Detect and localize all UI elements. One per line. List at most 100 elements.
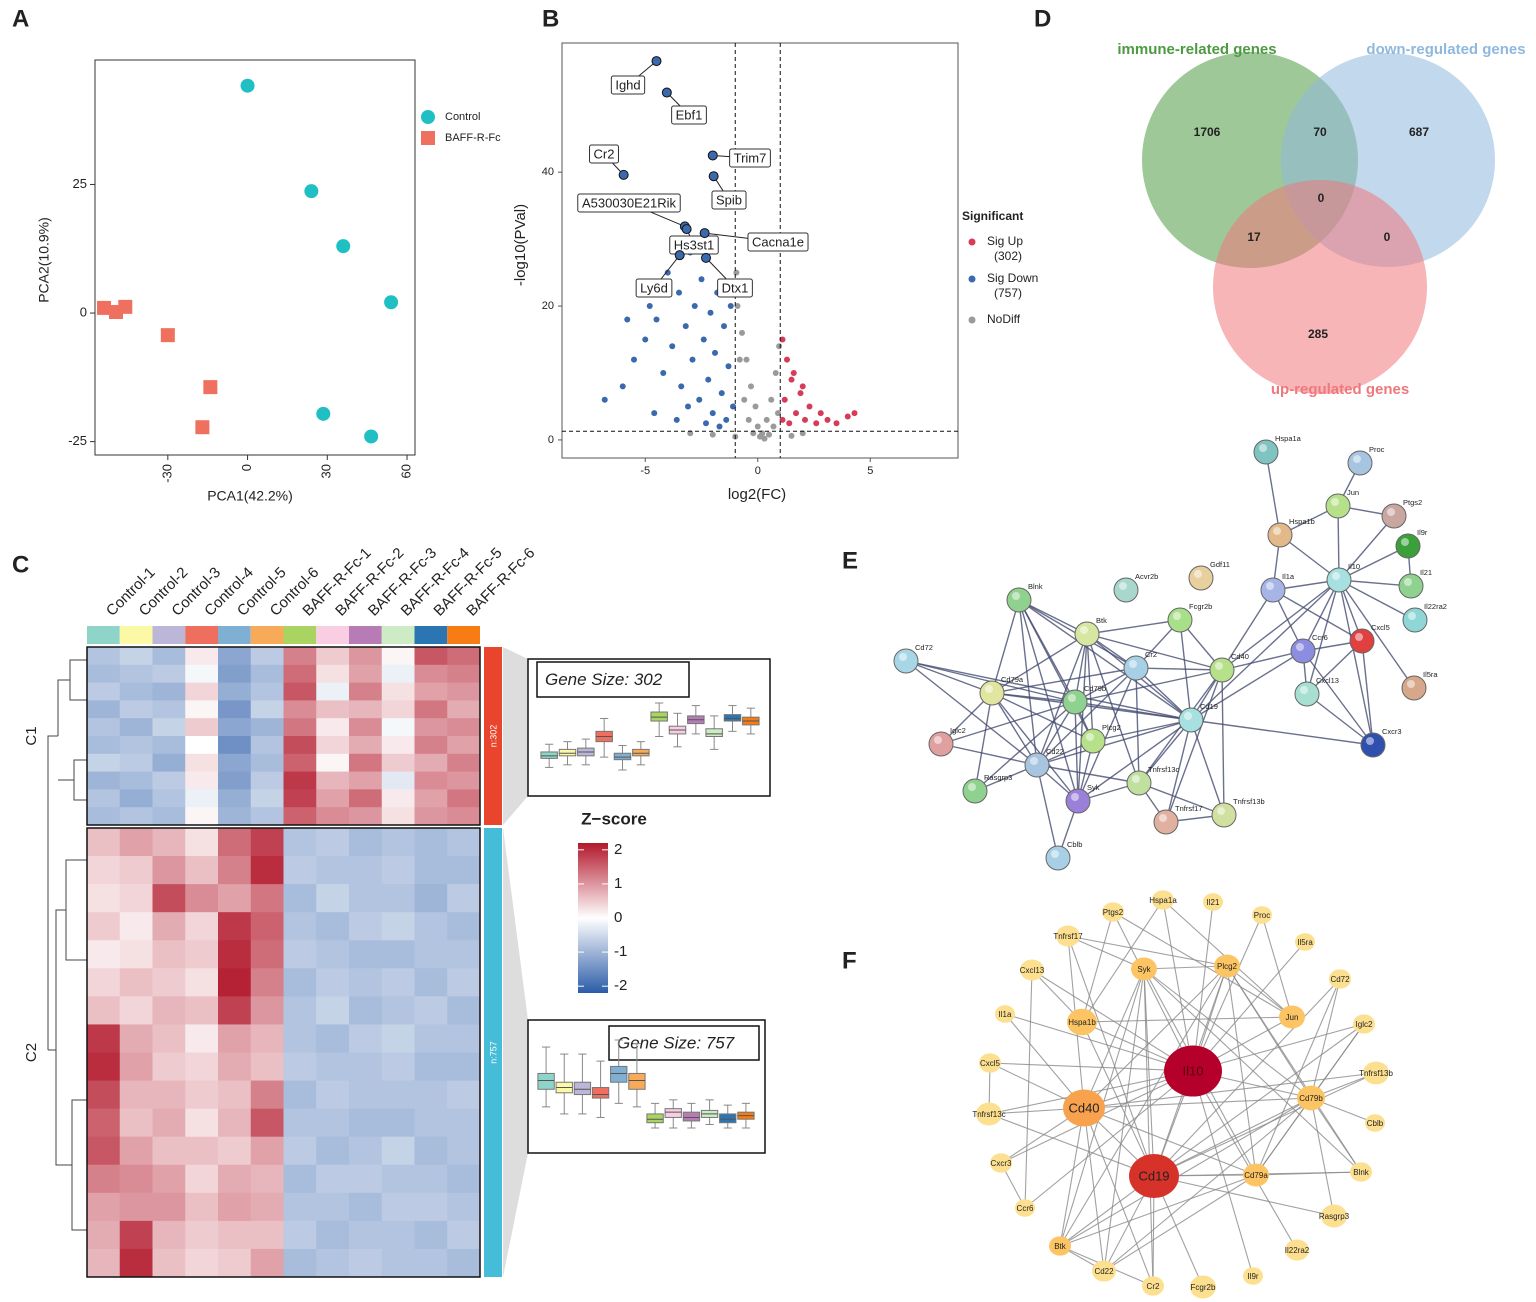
edge <box>991 667 1137 694</box>
point <box>336 239 351 254</box>
legend-label: BAFF-R-Fc <box>445 132 501 144</box>
heatmap-cell <box>316 1024 350 1053</box>
gene-label-box <box>717 278 753 298</box>
gene-label: Trim7 <box>734 150 767 165</box>
node <box>1167 607 1193 633</box>
heatmap-cell <box>283 1024 317 1053</box>
heatmap-cell <box>152 682 186 701</box>
node-highlight <box>1259 444 1267 452</box>
point <box>851 410 858 417</box>
node-highlight <box>934 736 942 744</box>
node-highlight <box>1051 850 1059 858</box>
node-highlight <box>1194 570 1202 578</box>
heatmap-cell <box>185 996 219 1025</box>
heatmap-cell <box>185 940 219 969</box>
point <box>240 78 255 93</box>
point <box>763 416 770 423</box>
heatmap-cell <box>381 718 415 737</box>
heatmap-cell <box>119 1248 153 1278</box>
node <box>1062 689 1088 715</box>
heatmap-cell <box>152 1052 186 1082</box>
gene-label: Dtx1 <box>722 280 749 295</box>
point <box>682 323 689 330</box>
legend-label: Control <box>445 111 480 123</box>
node <box>1102 902 1124 922</box>
node <box>1056 925 1080 947</box>
y-axis-label: -log10(PVal) <box>512 204 529 286</box>
node <box>1142 1276 1164 1296</box>
point <box>766 431 772 438</box>
edge <box>1036 719 1192 766</box>
point <box>793 410 799 417</box>
heatmap-cell <box>316 736 350 755</box>
point <box>784 356 790 363</box>
edge <box>1018 599 1192 721</box>
heatmap-cell <box>218 1080 252 1110</box>
heatmap-cell <box>250 807 284 826</box>
node-highlight <box>1159 814 1167 822</box>
edge <box>1103 1174 1257 1272</box>
heatmap-cell <box>349 1052 383 1082</box>
heatmap-cell <box>87 856 121 885</box>
heatmap-cell <box>250 1192 284 1222</box>
edge <box>1004 1013 1085 1109</box>
edge <box>1081 1021 1155 1177</box>
panel-label: D <box>1034 5 1051 32</box>
heatmap-cell <box>381 1052 415 1082</box>
heatmap-cell <box>119 856 153 885</box>
heatmap-cell <box>414 771 448 790</box>
point <box>775 410 781 417</box>
node <box>1045 845 1071 871</box>
heatmap-cell <box>414 1220 448 1250</box>
plot-frame <box>94 59 416 456</box>
node-highlight <box>985 685 993 693</box>
point <box>716 423 723 430</box>
heatmap-cell <box>185 1108 219 1138</box>
node-label: Ccr6 <box>1017 1204 1034 1213</box>
edge <box>1265 451 1281 536</box>
edge <box>1143 968 1155 1177</box>
node-highlight <box>1366 737 1374 745</box>
heatmap-cell <box>152 884 186 913</box>
gene-label: Cr2 <box>594 146 615 161</box>
node-label: Btk <box>1054 1242 1067 1251</box>
heatmap-cell <box>87 1192 121 1222</box>
heatmap-cell <box>87 1024 121 1053</box>
point <box>304 184 319 199</box>
edge <box>1143 965 1228 970</box>
node-label: Tnfrsf17 <box>1175 804 1203 813</box>
heatmap-cell <box>283 664 317 684</box>
node-label: Cxcl13 <box>1020 966 1045 975</box>
heatmap-cell <box>447 1080 481 1110</box>
box <box>682 1111 701 1122</box>
heatmap-cell <box>119 807 153 826</box>
heatmap-cell <box>185 1136 219 1166</box>
heatmap-cell <box>349 1024 383 1053</box>
heatmap-cell <box>381 1108 415 1138</box>
heatmap-cell <box>87 1220 121 1250</box>
edge <box>1165 669 1223 823</box>
node-label: Hspa1a <box>1275 434 1302 443</box>
node-label: Cd79a <box>1244 1171 1268 1180</box>
edge <box>1081 899 1164 1023</box>
edge <box>1192 941 1306 1072</box>
edge <box>1031 969 1194 1072</box>
edge <box>1036 667 1137 766</box>
heatmap-cell <box>218 1248 252 1278</box>
heatmap-cell <box>349 968 383 997</box>
heatmap-cell <box>316 1220 350 1250</box>
heatmap-cell <box>119 789 153 808</box>
point <box>802 416 808 423</box>
point <box>776 343 783 350</box>
heatmap-cell <box>349 1108 383 1138</box>
heatmap-cell <box>250 647 284 666</box>
heatmap-cell <box>447 771 481 790</box>
heatmap-cell <box>283 736 317 755</box>
heatmap-cell <box>447 968 481 997</box>
edge <box>1226 965 1362 1173</box>
edge <box>1024 1070 1194 1209</box>
sample-color <box>414 626 448 644</box>
heatmap-cell <box>414 828 448 857</box>
node-label: Il22ra2 <box>1424 602 1447 611</box>
heatmap-cell <box>185 1052 219 1082</box>
